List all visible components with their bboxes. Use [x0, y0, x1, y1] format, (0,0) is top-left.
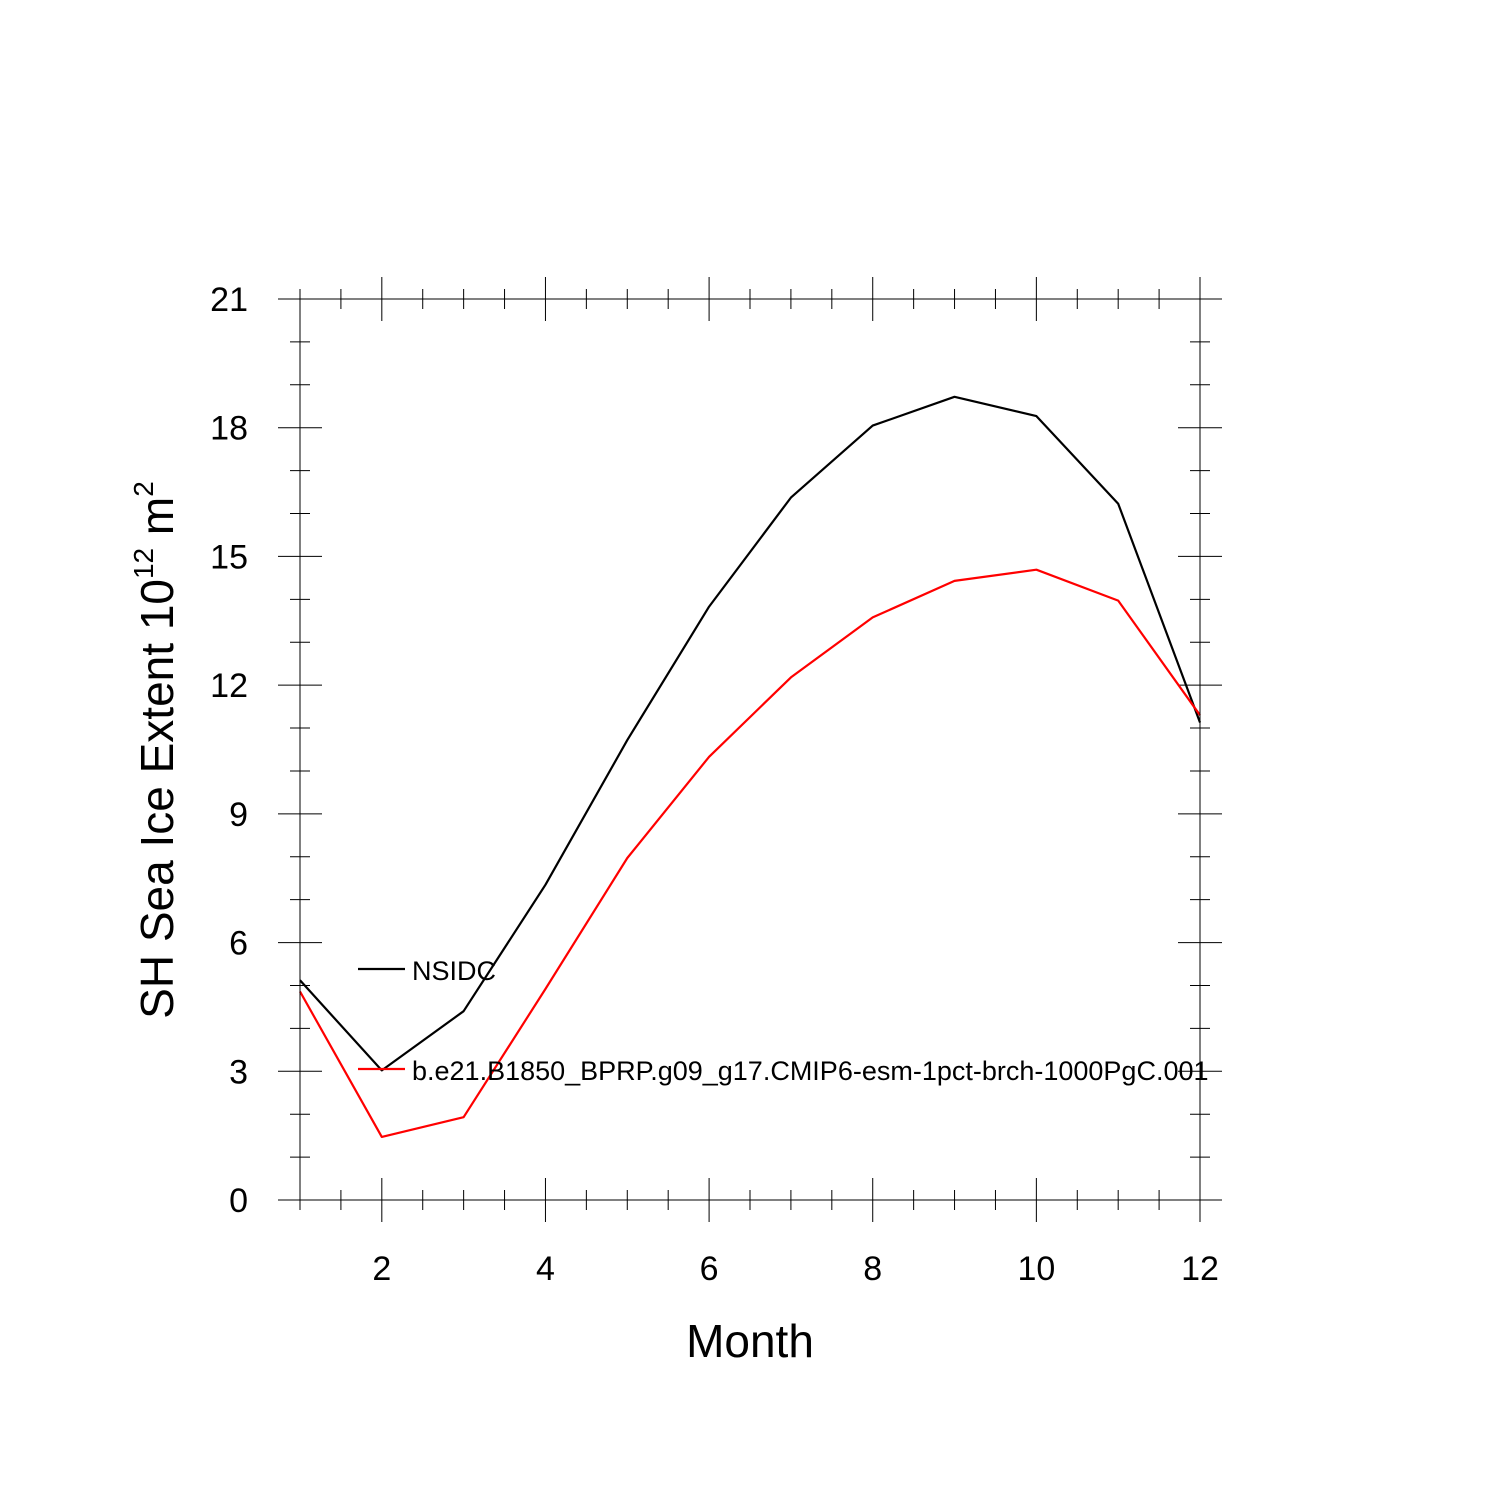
y-tick-label: 18	[210, 410, 248, 448]
x-tick-label: 6	[700, 1250, 719, 1288]
series-lines	[299, 395, 1202, 1139]
y-axis-label-main: SH Sea Ice Extent 10	[131, 579, 183, 1019]
legend: NSIDC b.e21.B1850_BPRP.g09_g17.CMIP6-esm-…	[358, 956, 1209, 1086]
series-line-1	[299, 395, 1202, 1072]
y-tick-label: 3	[229, 1053, 248, 1091]
series-line-2	[299, 568, 1201, 1139]
y-axis-label: SH Sea Ice Extent 1012 m2	[128, 481, 183, 1019]
x-tick-label: 2	[372, 1250, 391, 1288]
x-tick-label: 8	[863, 1250, 882, 1288]
y-axis-label-unit: m	[131, 497, 183, 548]
y-tick-label: 15	[210, 538, 248, 576]
y-tick-label: 21	[210, 281, 248, 319]
y-tick-label: 9	[229, 796, 248, 834]
y-axis-label-exp: 12	[128, 548, 159, 579]
x-tick-label: 10	[1017, 1250, 1055, 1288]
y-tick-label: 12	[210, 667, 248, 705]
plot-frame	[299, 298, 1201, 1201]
y-tick-label: 6	[229, 925, 248, 963]
x-tick-label: 4	[536, 1250, 555, 1288]
y-tick-label: 0	[229, 1182, 248, 1220]
tick-labels: 2 4 6 8 10 12 0 3 6 9 12 15 18 21	[210, 281, 1219, 1288]
y-axis-label-unit-exp: 2	[128, 481, 159, 497]
x-tick-label: 12	[1181, 1250, 1219, 1288]
x-axis-label: Month	[686, 1315, 814, 1367]
legend-label-1: NSIDC	[412, 956, 496, 986]
legend-label-2: b.e21.B1850_BPRP.g09_g17.CMIP6-esm-1pct-…	[412, 1056, 1209, 1086]
